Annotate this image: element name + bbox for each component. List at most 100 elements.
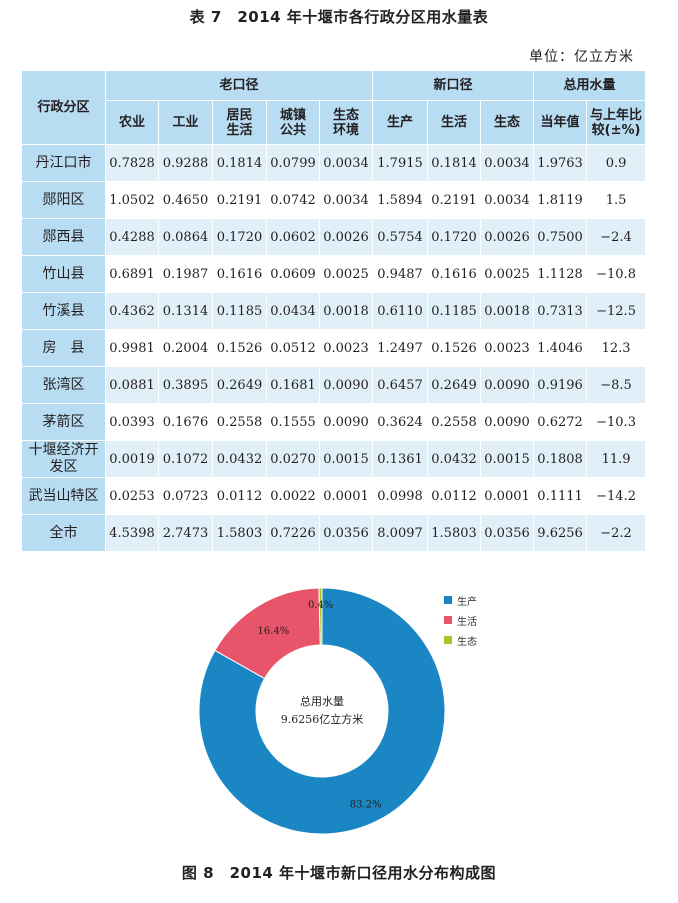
- donut-chart: 83.2% 16.4% 0.4% 总用水量 9.6256亿立方米: [0, 575, 678, 835]
- donut-center-text: 总用水量: [300, 694, 344, 708]
- table-title: 表 7 2014 年十堰市各行政分区用水量表: [189, 8, 489, 26]
- table-row: 丹江口市 0.7828 0.9288 0.1814 0.0799 0.0034 1.7915…: [21, 144, 647, 182]
- row-region-name: 张湾区: [21, 366, 106, 404]
- cell-value: 0.1987: [158, 255, 213, 293]
- cell-value: 0.1526: [427, 329, 482, 367]
- cell-value: 0.0090: [318, 366, 374, 404]
- table-row: 竹山县 0.6891 0.1987 0.1616 0.0609 0.0025 0.9487 0…: [21, 255, 647, 293]
- cell-value: 0.0001: [318, 477, 374, 515]
- row-region-name: 十堰经济开 发区: [21, 440, 106, 478]
- cell-value: 0.0026: [480, 218, 535, 256]
- header-total-use: 总用水量: [533, 70, 647, 101]
- cell-value: 11.9: [586, 440, 647, 478]
- cell-value: 0.0090: [480, 403, 535, 441]
- row-region-name: 茅箭区: [21, 403, 106, 441]
- cell-value: 0.7226: [266, 514, 320, 552]
- cell-value: 0.0034: [480, 144, 535, 182]
- subheader-1: 工业: [158, 100, 213, 145]
- cell-value: 0.2558: [427, 403, 482, 441]
- cell-value: 0.0034: [318, 144, 374, 182]
- legend-label: 生活: [457, 616, 477, 628]
- subheader-4: 生态 环境: [318, 100, 374, 145]
- cell-value: 0.1314: [158, 292, 213, 330]
- row-region-name: 武当山特区: [21, 477, 106, 515]
- cell-value: 0.5754: [372, 218, 429, 256]
- cell-value: 0.0998: [372, 477, 429, 515]
- cell-value: 0.9487: [372, 255, 429, 293]
- donut-chart-svg: 83.2% 16.4% 0.4% 总用水量 9.6256亿立方米: [198, 587, 446, 835]
- cell-value: 0.0112: [212, 477, 267, 515]
- cell-value: 1.4046: [533, 329, 588, 367]
- cell-value: 0.0025: [318, 255, 374, 293]
- table-row: 郧西县 0.4288 0.0864 0.1720 0.0602 0.0026 0.5754 0…: [21, 218, 647, 256]
- cell-value: 1.5894: [372, 181, 429, 219]
- cell-value: 0.1555: [266, 403, 320, 441]
- cell-value: 0.0512: [266, 329, 320, 367]
- donut-slice-label: 16.4%: [257, 626, 289, 637]
- cell-value: 0.2649: [212, 366, 267, 404]
- cell-value: 0.6110: [372, 292, 429, 330]
- cell-value: 1.2497: [372, 329, 429, 367]
- cell-value: 0.6457: [372, 366, 429, 404]
- unit-label: 单位：亿立方米: [529, 49, 634, 65]
- cell-value: 0.0018: [480, 292, 535, 330]
- cell-value: 0.0434: [266, 292, 320, 330]
- cell-value: 0.0432: [212, 440, 267, 478]
- cell-value: 0.4288: [105, 218, 159, 256]
- cell-value: 0.0026: [318, 218, 374, 256]
- cell-value: 1.7915: [372, 144, 429, 182]
- cell-value: 0.0090: [318, 403, 374, 441]
- cell-value: 1.5: [586, 181, 647, 219]
- cell-value: 0.1072: [158, 440, 213, 478]
- cell-value: 0.2004: [158, 329, 213, 367]
- donut-slice-label: 83.2%: [350, 800, 382, 811]
- table-row: 全市 4.5398 2.7473 1.5803 0.7226 0.0356 8.0097 1.…: [21, 514, 647, 552]
- legend-swatch: [444, 596, 452, 604]
- subheader-6: 生活: [427, 100, 482, 145]
- cell-value: −8.5: [586, 366, 647, 404]
- cell-value: 0.1681: [266, 366, 320, 404]
- cell-value: 0.2191: [212, 181, 267, 219]
- cell-value: 0.0022: [266, 477, 320, 515]
- cell-value: 0.0393: [105, 403, 159, 441]
- cell-value: 0.0432: [427, 440, 482, 478]
- cell-value: 0.7500: [533, 218, 588, 256]
- subheader-5: 生产: [372, 100, 429, 145]
- cell-value: 0.9288: [158, 144, 213, 182]
- cell-value: 0.9196: [533, 366, 588, 404]
- cell-value: −10.8: [586, 255, 647, 293]
- table-row: 郧阳区 1.0502 0.4650 0.2191 0.0742 0.0034 1.5894 0…: [21, 181, 647, 219]
- cell-value: 0.6272: [533, 403, 588, 441]
- subheader-8: 当年值: [533, 100, 588, 145]
- water-use-table: 行政分区 老口径 新口径 总用水量 农业 工业 居民 生活 城镇 公共 生态 环境 生产 生活 生态…: [21, 70, 647, 552]
- cell-value: 0.1676: [158, 403, 213, 441]
- cell-value: −14.2: [586, 477, 647, 515]
- cell-value: 0.0015: [480, 440, 535, 478]
- row-region-name: 竹山县: [21, 255, 106, 293]
- table-row: 十堰经济开 发区 0.0019 0.1072 0.0432 0.0270 0.0015 0.1…: [21, 440, 647, 478]
- cell-value: 0.0742: [266, 181, 320, 219]
- cell-value: 0.0019: [105, 440, 159, 478]
- cell-value: 0.0025: [480, 255, 535, 293]
- header-region: 行政分区: [21, 70, 106, 145]
- legend-label: 生产: [457, 596, 477, 608]
- cell-value: 0.0799: [266, 144, 320, 182]
- table-row: 竹溪县 0.4362 0.1314 0.1185 0.0434 0.0018 0.6110 0…: [21, 292, 647, 330]
- cell-value: 4.5398: [105, 514, 159, 552]
- legend-item: 生产: [444, 590, 477, 610]
- cell-value: 0.4650: [158, 181, 213, 219]
- table-row: 张湾区 0.0881 0.3895 0.2649 0.1681 0.0090 0.6457 0…: [21, 366, 647, 404]
- cell-value: 0.1185: [212, 292, 267, 330]
- cell-value: 0.1808: [533, 440, 588, 478]
- header-new-caliber: 新口径: [372, 70, 535, 101]
- cell-value: 1.5803: [427, 514, 482, 552]
- row-region-name: 郧阳区: [21, 181, 106, 219]
- donut-center-text: 9.6256亿立方米: [281, 712, 364, 726]
- cell-value: 0.0001: [480, 477, 535, 515]
- cell-value: 0.4362: [105, 292, 159, 330]
- cell-value: 9.6256: [533, 514, 588, 552]
- cell-value: 0.0034: [480, 181, 535, 219]
- row-region-name: 房 县: [21, 329, 106, 367]
- cell-value: 0.1720: [427, 218, 482, 256]
- cell-value: 0.0270: [266, 440, 320, 478]
